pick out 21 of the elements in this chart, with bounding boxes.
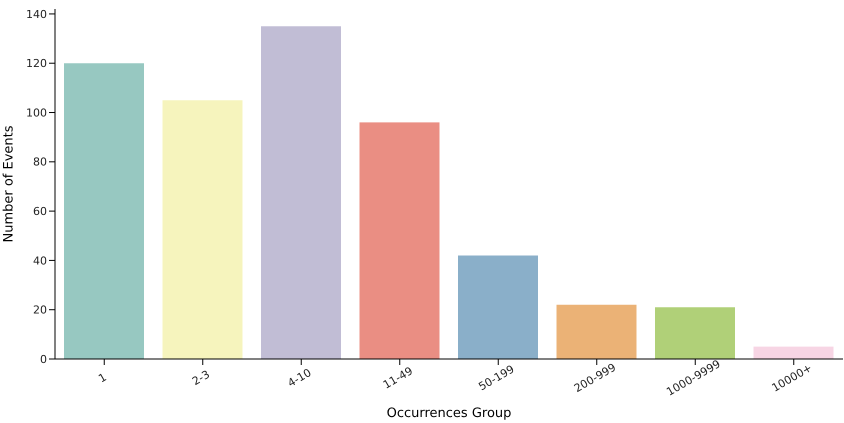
- x-axis-title: Occurrences Group: [386, 406, 512, 421]
- bar: [360, 122, 440, 359]
- bar: [64, 63, 144, 359]
- bar: [162, 100, 242, 359]
- y-tick-label: 120: [26, 57, 47, 70]
- x-tick-label: 4-10: [285, 366, 314, 390]
- y-tick-label: 20: [33, 304, 47, 317]
- bar: [754, 346, 834, 359]
- bar: [458, 255, 538, 359]
- y-tick-label: 140: [26, 8, 47, 21]
- y-tick-label: 60: [33, 205, 47, 218]
- y-tick-label: 100: [26, 106, 47, 120]
- y-tick-label: 0: [40, 352, 47, 366]
- x-tick-label: 1: [96, 370, 109, 386]
- x-tick-label: 2-3: [190, 368, 212, 388]
- bar: [556, 304, 636, 359]
- bar: [655, 307, 735, 359]
- bar: [261, 26, 341, 359]
- y-axis-title: Number of Events: [2, 125, 17, 243]
- y-tick-label: 40: [33, 254, 47, 268]
- y-tick-label: 80: [33, 156, 47, 169]
